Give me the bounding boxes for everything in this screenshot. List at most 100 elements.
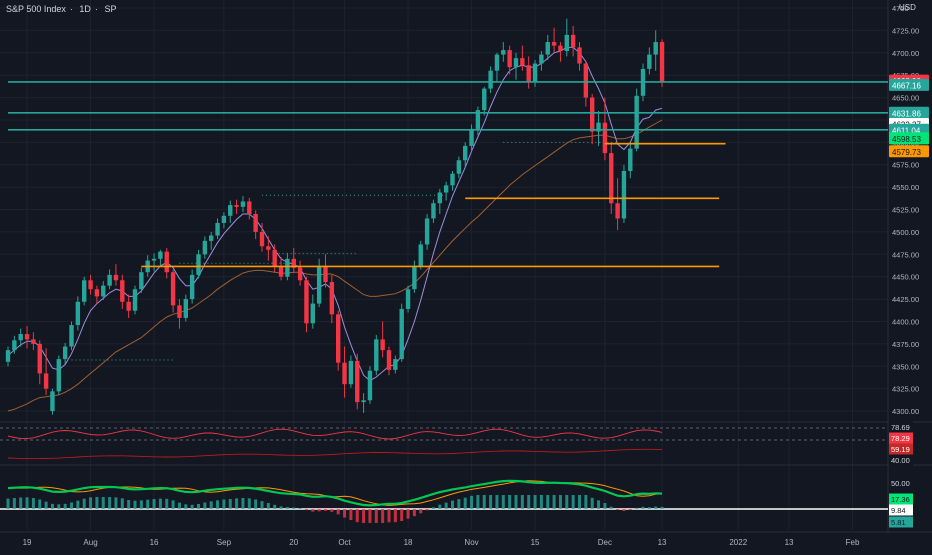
candle-body <box>659 42 665 82</box>
candle-body <box>189 274 195 300</box>
macd-histogram-bar <box>133 500 137 509</box>
candle-body <box>94 289 100 297</box>
time-tick-label: 13 <box>658 538 667 547</box>
candle-body <box>18 334 23 341</box>
candle-body <box>450 173 455 186</box>
candle-body <box>62 346 68 360</box>
candle-body <box>50 391 55 412</box>
macd-histogram-bar <box>635 507 639 509</box>
price-label-text: 4579.73 <box>892 148 921 157</box>
price-tick-label: 4575.00 <box>892 161 919 170</box>
candle-body <box>132 289 138 311</box>
macd-histogram-bar <box>628 509 632 510</box>
candle-body <box>336 314 341 363</box>
macd-histogram-bar <box>89 497 93 509</box>
candle-body <box>475 110 481 129</box>
candle-body <box>545 42 550 55</box>
candle-body <box>488 70 493 89</box>
candle-body <box>202 240 208 255</box>
candle-body <box>183 299 188 318</box>
macd-histogram-bar <box>514 495 518 509</box>
candle-body <box>507 50 512 68</box>
time-tick-label: 19 <box>23 538 32 547</box>
macd-histogram-bar <box>203 502 207 509</box>
candle-body <box>424 218 430 245</box>
macd-histogram-bar <box>406 509 410 519</box>
candle-body <box>348 360 354 385</box>
macd-histogram-bar <box>63 503 67 509</box>
price-tick-label: 4450.00 <box>892 273 919 282</box>
macd-label-text: 50.00 <box>891 479 910 488</box>
macd-histogram-bar <box>508 495 512 509</box>
macd-histogram-bar <box>70 502 73 509</box>
macd-histogram-bar <box>279 506 283 509</box>
candle-body <box>558 45 563 51</box>
macd-histogram-bar <box>216 500 220 509</box>
candle-body <box>310 303 315 324</box>
candle-body <box>602 122 608 154</box>
macd-histogram-bar <box>171 500 175 509</box>
macd-label-box <box>889 477 913 489</box>
macd-histogram-bar <box>571 495 575 509</box>
macd-histogram-bar <box>349 509 353 520</box>
macd-histogram-bar <box>470 495 474 509</box>
candle-body <box>126 301 131 311</box>
time-tick-label: Nov <box>464 538 478 547</box>
price-tick-label: 4700.00 <box>892 49 919 58</box>
macd-histogram-bar <box>38 499 42 509</box>
dot-sep: · <box>69 4 73 14</box>
candle-body <box>482 88 487 111</box>
candle-body <box>113 274 119 281</box>
macd-histogram-bar <box>355 509 359 523</box>
macd-histogram-bar <box>622 509 626 511</box>
candle-body <box>393 359 398 370</box>
candle-body <box>539 54 544 64</box>
macd-histogram-bar <box>82 498 86 509</box>
macd-histogram-bar <box>108 497 112 509</box>
macd-histogram-bar <box>31 498 35 509</box>
macd-histogram-bar <box>260 501 264 509</box>
macd-histogram-bar <box>247 498 251 509</box>
macd-histogram-bar <box>127 500 131 509</box>
time-axis-bg <box>0 532 932 550</box>
macd-histogram-bar <box>343 509 347 518</box>
candle-body <box>526 65 531 82</box>
macd-histogram-bar <box>457 499 461 509</box>
price-tick-label: 4550.00 <box>892 183 919 192</box>
candle-body <box>329 282 335 315</box>
macd-histogram-bar <box>362 509 366 523</box>
macd-histogram-bar <box>254 499 258 509</box>
candle-body <box>75 301 81 326</box>
macd-histogram-bar <box>400 509 404 521</box>
price-tick-label: 4500.00 <box>892 228 919 237</box>
macd-histogram-bar <box>177 502 181 509</box>
macd-label-text: 9.84 <box>891 506 906 515</box>
macd-histogram-bar <box>558 495 562 509</box>
macd-histogram-bar <box>565 495 569 509</box>
macd-histogram-bar <box>431 507 435 509</box>
rsi-label-text: 59.19 <box>891 445 910 454</box>
candle-body <box>164 251 169 273</box>
macd-histogram-bar <box>292 507 296 509</box>
price-label-box <box>889 78 929 91</box>
price-tick-label: 4350.00 <box>892 362 919 371</box>
candle-body <box>196 254 201 275</box>
interval-label[interactable]: 1D <box>79 4 91 14</box>
macd-histogram-bar <box>393 509 397 523</box>
macd-histogram-bar <box>578 495 581 509</box>
candle-body <box>215 222 220 236</box>
macd-histogram-bar <box>12 498 16 509</box>
macd-histogram-bar <box>482 495 486 509</box>
currency-label[interactable]: USD <box>899 3 916 12</box>
macd-histogram-bar <box>95 497 99 509</box>
time-tick-label: 2022 <box>729 538 747 547</box>
candle-body <box>297 267 303 281</box>
macd-histogram-bar <box>520 495 524 509</box>
macd-label-box <box>889 516 913 528</box>
symbol-name[interactable]: S&P 500 Index <box>6 4 66 14</box>
macd-histogram-bar <box>476 495 480 509</box>
price-tick-label: 4725.00 <box>892 26 919 35</box>
macd-histogram-bar <box>241 498 245 509</box>
